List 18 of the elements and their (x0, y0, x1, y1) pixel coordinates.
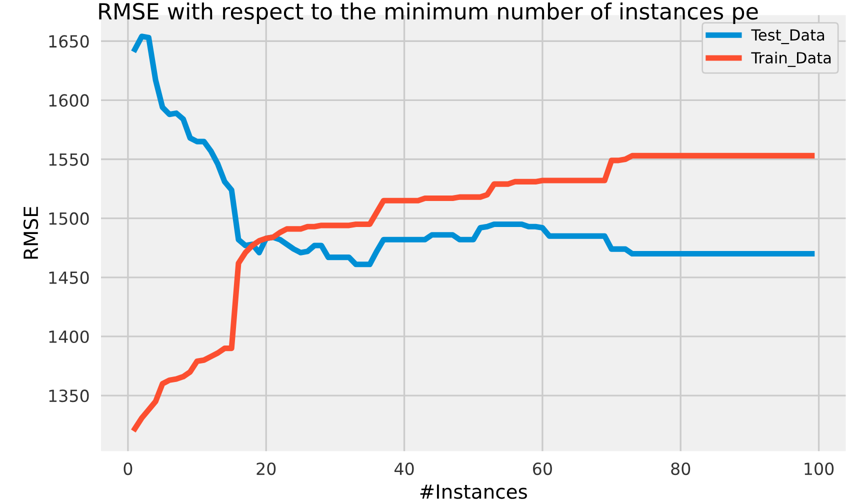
x-tick-label: 0 (124, 462, 132, 476)
x-tick-label: 100 (804, 462, 834, 476)
legend-label: Test_Data (751, 29, 824, 44)
x-axis-title: #Instances (420, 484, 527, 499)
x-tick-label: 80 (671, 462, 690, 476)
x-tick-label: 40 (394, 462, 414, 476)
x-tick-label: 60 (533, 462, 552, 476)
y-tick-label: 1400 (49, 330, 89, 344)
y-tick-label: 1600 (49, 94, 89, 107)
y-tick-label: 1350 (49, 390, 89, 402)
y-axis-title: RMSE (23, 206, 38, 259)
y-tick-label: 1450 (49, 271, 89, 284)
chart-title: RMSE with respect to the minimum number of instances pe (99, 2, 758, 24)
x-tick-label: 20 (256, 462, 276, 476)
y-tick-label: 1500 (49, 212, 89, 225)
y-tick-label: 1550 (49, 153, 89, 166)
y-tick-label: 1650 (49, 35, 89, 48)
legend-label: Train_Data (751, 52, 831, 67)
